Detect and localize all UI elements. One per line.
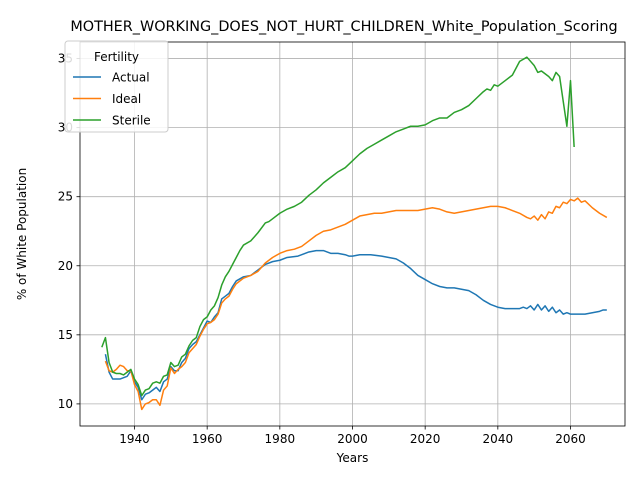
legend-label-actual: Actual bbox=[112, 71, 150, 85]
legend-title: Fertility bbox=[94, 50, 139, 64]
y-tick-label: 10 bbox=[58, 397, 73, 411]
x-tick-label: 2040 bbox=[483, 432, 514, 446]
legend-label-ideal: Ideal bbox=[112, 92, 141, 106]
legend: Fertility Actual Ideal Sterile bbox=[65, 41, 168, 132]
chart-title: MOTHER_WORKING_DOES_NOT_HURT_CHILDREN_Wh… bbox=[70, 19, 617, 35]
x-tick-label: 2020 bbox=[410, 432, 441, 446]
y-axis-label: % of White Population bbox=[15, 168, 29, 300]
x-tick-label: 2060 bbox=[555, 432, 586, 446]
y-tick-label: 15 bbox=[58, 328, 73, 342]
y-tick-label: 25 bbox=[58, 190, 73, 204]
legend-label-sterile: Sterile bbox=[112, 114, 151, 128]
y-tick-label: 20 bbox=[58, 259, 73, 273]
x-tick-label: 1960 bbox=[192, 432, 223, 446]
x-tick-label: 1940 bbox=[119, 432, 150, 446]
x-axis-label: Years bbox=[336, 451, 369, 465]
x-tick-label: 2000 bbox=[337, 432, 368, 446]
x-tick-label: 1980 bbox=[265, 432, 296, 446]
